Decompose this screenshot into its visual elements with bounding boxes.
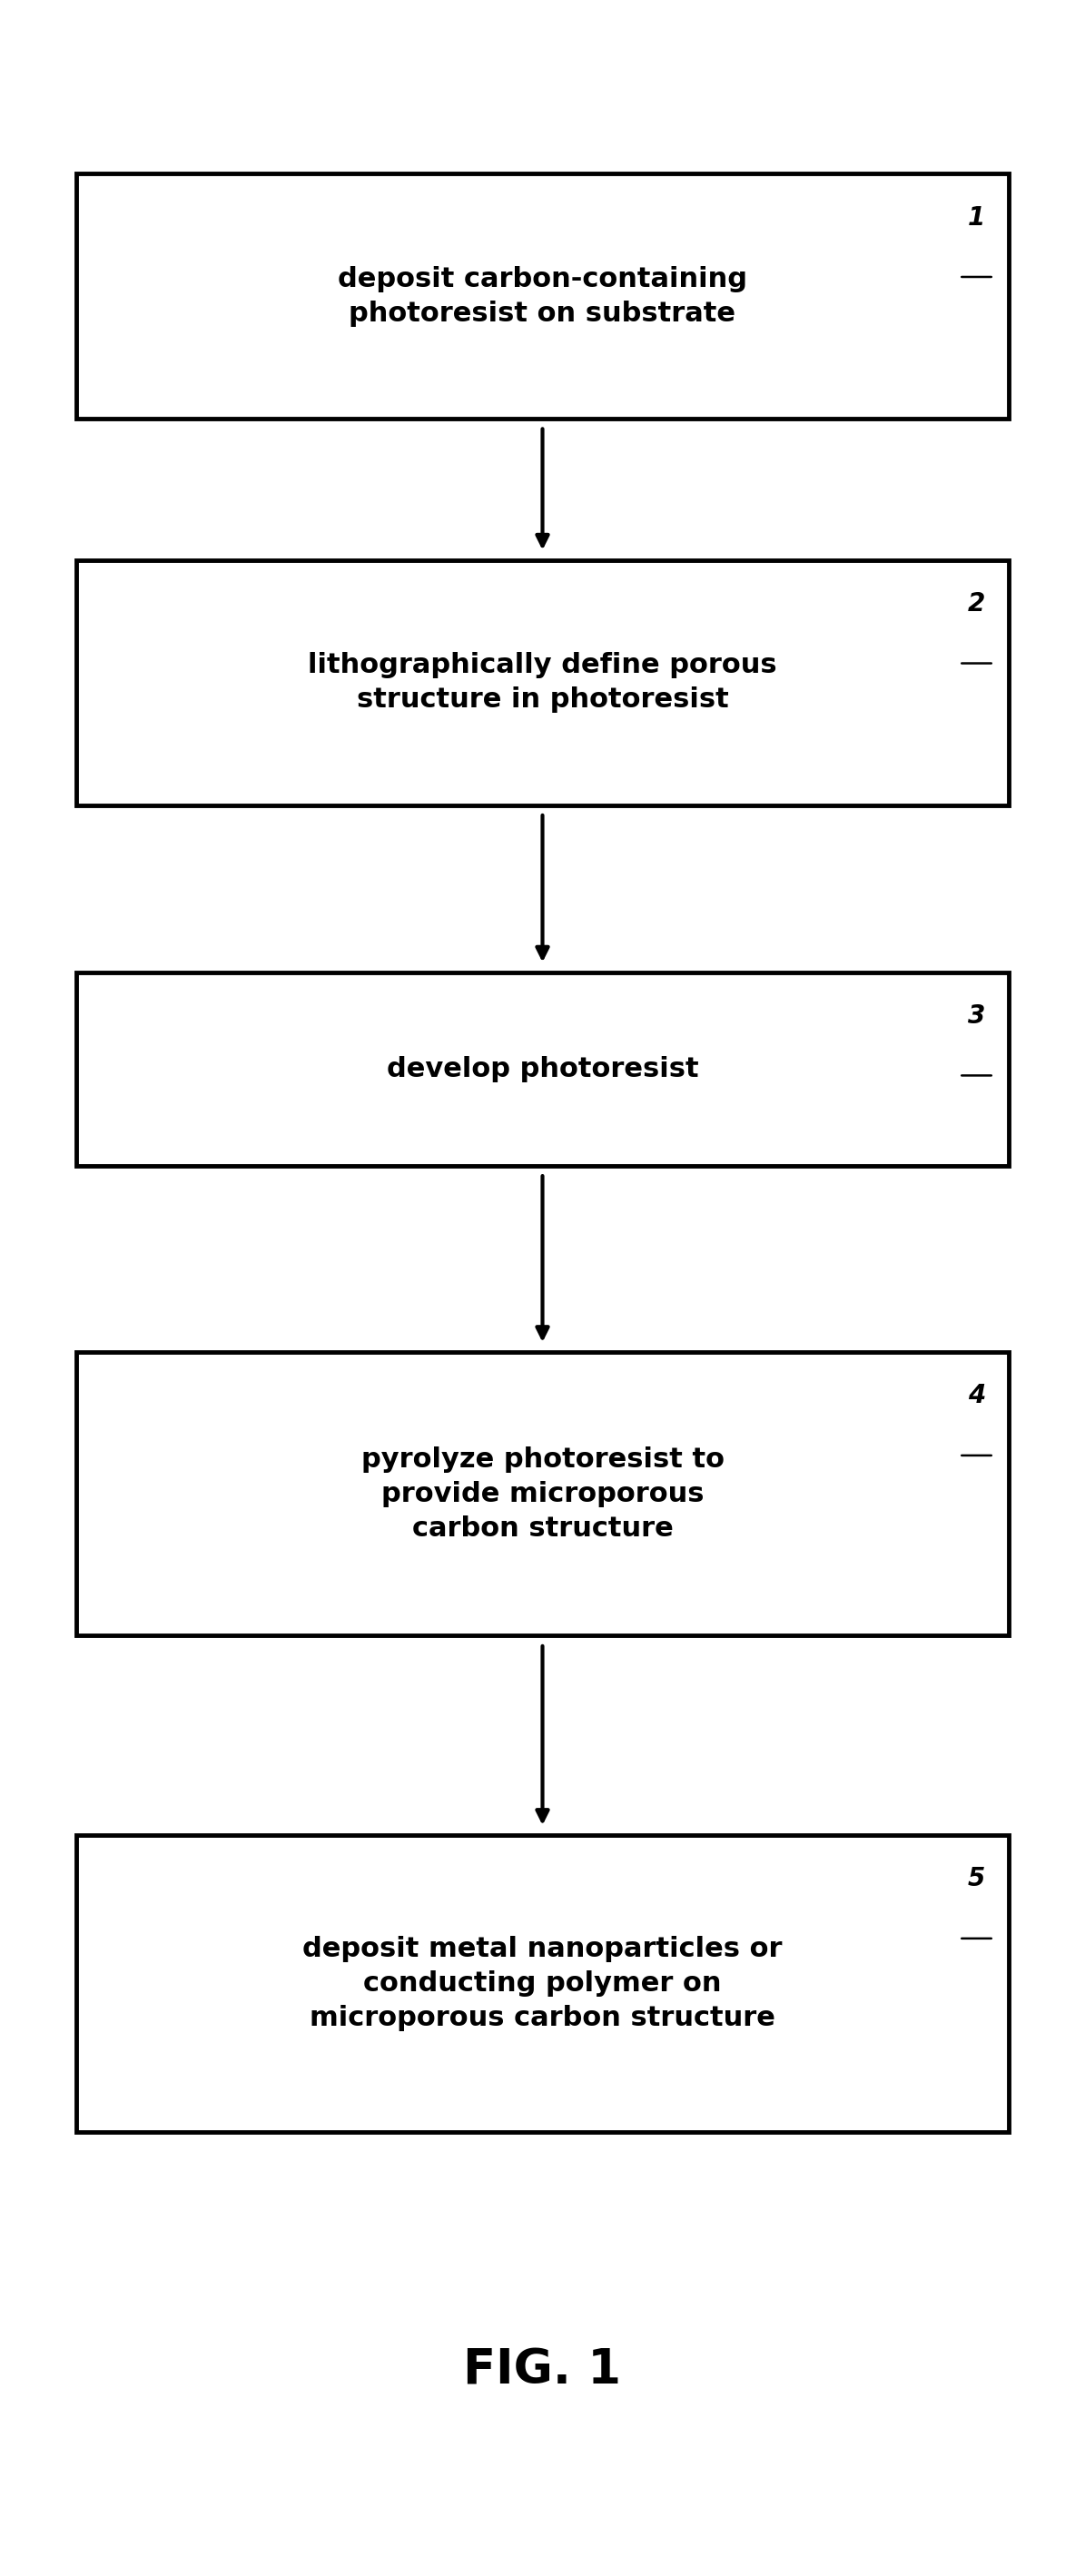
Text: 4: 4 bbox=[968, 1383, 985, 1409]
Text: develop photoresist: develop photoresist bbox=[386, 1056, 699, 1082]
FancyBboxPatch shape bbox=[76, 974, 1009, 1164]
Text: 5: 5 bbox=[968, 1865, 985, 1891]
Text: deposit carbon-containing
photoresist on substrate: deposit carbon-containing photoresist on… bbox=[337, 265, 748, 327]
FancyBboxPatch shape bbox=[76, 1352, 1009, 1636]
Text: lithographically define porous
structure in photoresist: lithographically define porous structure… bbox=[308, 652, 777, 714]
Text: pyrolyze photoresist to
provide microporous
carbon structure: pyrolyze photoresist to provide micropor… bbox=[361, 1445, 724, 1543]
Text: 2: 2 bbox=[968, 592, 985, 616]
FancyBboxPatch shape bbox=[76, 175, 1009, 417]
Text: deposit metal nanoparticles or
conducting polymer on
microporous carbon structur: deposit metal nanoparticles or conductin… bbox=[303, 1935, 782, 2032]
FancyBboxPatch shape bbox=[76, 1834, 1009, 2133]
Text: FIG. 1: FIG. 1 bbox=[463, 2347, 622, 2393]
FancyBboxPatch shape bbox=[76, 562, 1009, 804]
Text: 1: 1 bbox=[968, 206, 985, 229]
Text: 3: 3 bbox=[968, 1005, 985, 1028]
